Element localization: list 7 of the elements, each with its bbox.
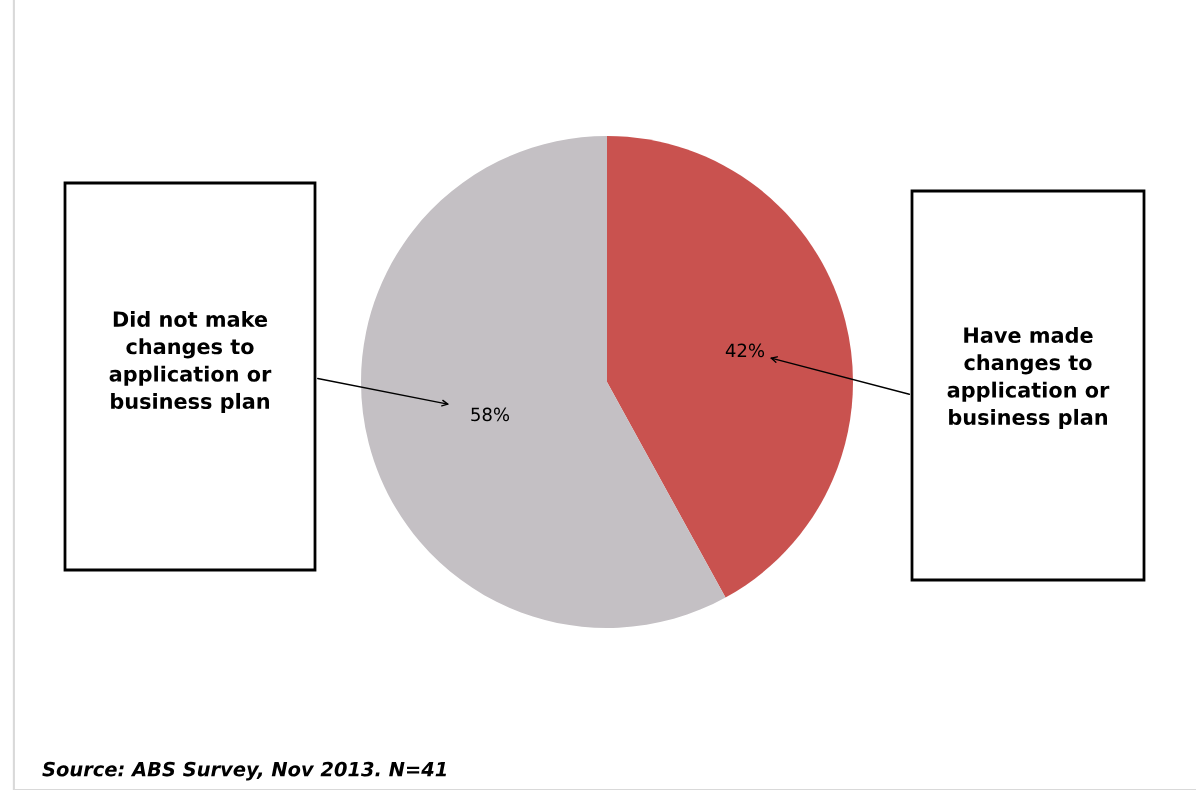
pie-slice	[607, 136, 853, 598]
pie-slice	[361, 136, 726, 628]
source-note: Source: ABS Survey, Nov 2013. N=41	[42, 761, 447, 781]
data-label: 42%	[725, 343, 765, 358]
data-label: 58%	[471, 407, 510, 422]
slice-label: Have made changes to application or business plan	[947, 326, 1110, 430]
slice-label: Did not make changes to application or business plan	[109, 310, 272, 414]
